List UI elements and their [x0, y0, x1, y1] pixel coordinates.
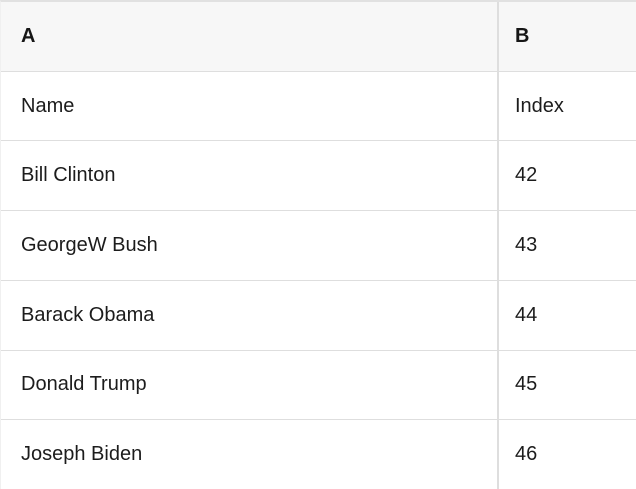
- cell-index[interactable]: 42: [515, 164, 538, 187]
- table-row: Bill Clinton 42: [1, 141, 636, 212]
- cell-index-header[interactable]: Index: [515, 94, 564, 117]
- cell-name[interactable]: Bill Clinton: [1, 141, 499, 211]
- cell-name[interactable]: Joseph Biden: [1, 420, 499, 489]
- cell-index[interactable]: 44: [515, 303, 538, 326]
- column-header-a[interactable]: A: [1, 2, 499, 71]
- table-row: Donald Trump 45: [1, 350, 636, 421]
- cell-index[interactable]: 46: [515, 443, 538, 466]
- cell-name[interactable]: Barack Obama: [1, 280, 499, 350]
- cell-name[interactable]: GeorgeW Bush: [1, 211, 499, 280]
- table-row: GeorgeW Bush 43: [1, 211, 636, 281]
- table-row: Name Index: [1, 71, 636, 142]
- cell-index[interactable]: 43: [515, 234, 538, 257]
- table-row: Barack Obama 44: [1, 280, 636, 351]
- column-header-row: A B: [1, 2, 636, 72]
- cell-index[interactable]: 45: [515, 373, 538, 396]
- column-header-b[interactable]: B: [515, 24, 530, 47]
- table-row: Joseph Biden 46: [1, 420, 636, 489]
- cell-name[interactable]: Donald Trump: [1, 350, 499, 420]
- cell-name-header[interactable]: Name: [1, 71, 499, 141]
